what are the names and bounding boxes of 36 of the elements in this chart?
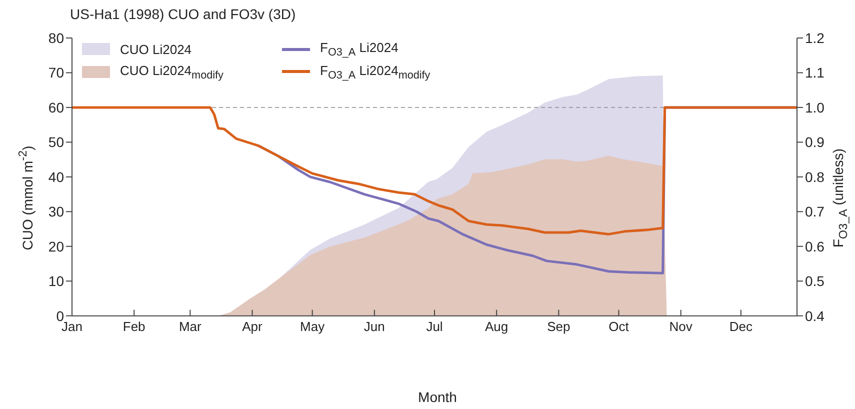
x-tick-label: Aug: [485, 319, 508, 334]
legend-label: CUO Li2024: [120, 42, 192, 57]
y-tick-label: 40: [48, 168, 64, 185]
y2-tick-label: 0.8: [805, 168, 825, 185]
x-tick-label: Jan: [62, 319, 82, 334]
x-tick-label: Jul: [426, 319, 443, 334]
x-tick-label: Sep: [547, 319, 570, 334]
x-tick-label: Jun: [364, 319, 385, 334]
y2-tick-label: 1.0: [805, 99, 825, 116]
y2-tick-label: 0.6: [805, 238, 825, 254]
legend-label: CUO Li2024$_{modify}$: [120, 62, 224, 82]
x-tick-label: Dec: [729, 319, 753, 334]
x-tick-label: May: [300, 319, 326, 334]
x-tick-label: Apr: [242, 319, 264, 334]
x-tick-label: Nov: [669, 319, 693, 334]
y2-tick-label: 1.2: [805, 30, 825, 46]
y-tick-label: 50: [48, 134, 64, 150]
y-tick-label: 60: [48, 99, 64, 116]
y-tick-label: 20: [48, 238, 64, 254]
legend-label: F$_{O3_A}$ Li2024$_{modify}$: [320, 62, 430, 82]
y2-tick-label: 0.4: [805, 308, 825, 324]
y-tick-label: 10: [48, 273, 64, 290]
y2-tick-label: 0.9: [805, 134, 825, 150]
x-tick-label: Mar: [178, 319, 202, 334]
legend-label: F$_{O3_A}$ Li2024: [320, 40, 398, 59]
chart-title: US-Ha1 (1998) CUO and FO3v (3D): [70, 6, 296, 22]
y-tick-label: 0: [56, 308, 64, 324]
x-tick-label: Oct: [608, 319, 630, 334]
y-tick-label: 80: [48, 30, 64, 46]
x-tick-label: Feb: [122, 319, 146, 334]
y2-tick-label: 0.5: [805, 273, 825, 290]
y-tick-label: 70: [48, 64, 64, 81]
y2-tick-label: 1.1: [805, 64, 825, 81]
x-axis-title: Month: [417, 389, 458, 405]
y2-tick-label: 0.7: [805, 204, 825, 220]
y-tick-label: 30: [48, 204, 64, 220]
